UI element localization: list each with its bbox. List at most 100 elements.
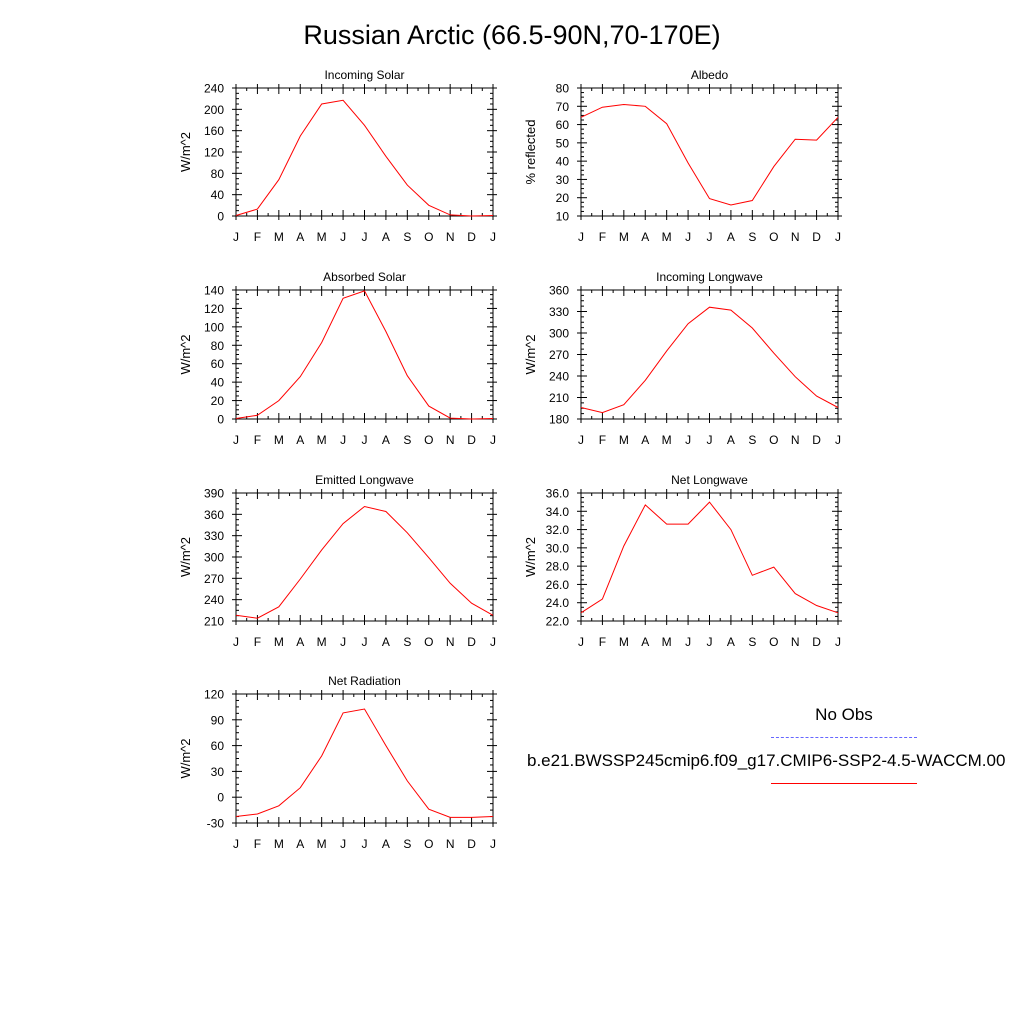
y-tick-label: 20 <box>211 394 225 408</box>
x-tick-label: J <box>685 230 691 244</box>
x-tick-label: A <box>296 230 304 244</box>
x-tick-label: J <box>233 837 239 851</box>
x-tick-label: N <box>791 230 800 244</box>
y-tick-label: 140 <box>204 284 224 298</box>
x-tick-label: D <box>467 433 476 447</box>
x-tick-label: M <box>274 635 284 649</box>
y-tick-label: 390 <box>204 487 224 501</box>
chart-title: Net Longwave <box>671 473 748 487</box>
x-tick-label: N <box>791 635 800 649</box>
x-tick-label: J <box>578 433 584 447</box>
x-tick-label: F <box>599 230 606 244</box>
x-tick-label: M <box>317 837 327 851</box>
x-tick-label: D <box>812 433 821 447</box>
x-tick-label: J <box>835 230 841 244</box>
x-tick-label: D <box>812 635 821 649</box>
x-tick-label: J <box>707 230 713 244</box>
plot-frame <box>235 492 494 622</box>
x-tick-label: A <box>296 837 304 851</box>
x-tick-label: J <box>340 230 346 244</box>
x-tick-label: O <box>424 433 433 447</box>
legend-model-label: b.e21.BWSSP245cmip6.f09_g17.CMIP6-SSP2-4… <box>527 751 1006 770</box>
y-tick-label: 210 <box>204 615 224 629</box>
y-axis-label: W/m^2 <box>178 738 193 778</box>
y-tick-label: 90 <box>211 713 225 727</box>
x-tick-label: S <box>748 635 756 649</box>
x-tick-label: M <box>662 230 672 244</box>
x-tick-label: S <box>403 635 411 649</box>
y-tick-label: 300 <box>204 551 224 565</box>
x-tick-label: M <box>619 635 629 649</box>
y-tick-label: 210 <box>549 391 569 405</box>
y-tick-label: -30 <box>207 817 225 831</box>
x-tick-label: O <box>769 635 778 649</box>
y-tick-label: 330 <box>204 529 224 543</box>
y-tick-label: 40 <box>211 188 225 202</box>
x-tick-label: O <box>769 433 778 447</box>
x-tick-label: S <box>403 230 411 244</box>
y-tick-label: 80 <box>556 82 570 96</box>
x-tick-label: O <box>424 837 433 851</box>
x-tick-label: M <box>274 837 284 851</box>
legend-model-line <box>771 783 917 784</box>
x-tick-label: J <box>340 837 346 851</box>
y-tick-label: 40 <box>211 376 225 390</box>
y-tick-label: 28.0 <box>546 560 570 574</box>
x-tick-label: M <box>274 433 284 447</box>
y-tick-label: 30.0 <box>546 541 570 555</box>
x-tick-label: J <box>835 635 841 649</box>
x-tick-label: A <box>727 635 735 649</box>
x-tick-label: S <box>748 230 756 244</box>
y-tick-label: 36.0 <box>546 487 570 501</box>
x-tick-label: A <box>727 230 735 244</box>
x-tick-label: J <box>578 230 584 244</box>
x-tick-label: F <box>599 635 606 649</box>
plot-frame <box>235 289 494 420</box>
chart-title: Absorbed Solar <box>323 270 406 284</box>
x-tick-label: F <box>254 230 261 244</box>
chart-title: Incoming Solar <box>324 68 404 82</box>
y-tick-label: 80 <box>211 167 225 181</box>
x-tick-label: O <box>424 230 433 244</box>
x-tick-label: J <box>685 635 691 649</box>
x-tick-label: N <box>446 837 455 851</box>
x-tick-label: S <box>403 837 411 851</box>
y-tick-label: 200 <box>204 103 224 117</box>
y-tick-label: 34.0 <box>546 505 570 519</box>
x-tick-label: O <box>769 230 778 244</box>
series-line <box>580 103 839 206</box>
plot-frame <box>580 87 839 217</box>
y-tick-label: 360 <box>549 284 569 298</box>
x-tick-label: N <box>446 433 455 447</box>
y-tick-label: 0 <box>217 413 224 427</box>
y-tick-label: 270 <box>549 348 569 362</box>
y-tick-label: 10 <box>556 210 570 224</box>
x-tick-label: S <box>748 433 756 447</box>
y-tick-label: 360 <box>204 508 224 522</box>
x-tick-label: J <box>233 433 239 447</box>
x-tick-label: A <box>727 433 735 447</box>
x-tick-label: J <box>490 837 496 851</box>
y-tick-label: 32.0 <box>546 523 570 537</box>
x-tick-label: A <box>382 635 390 649</box>
series-line <box>235 708 494 818</box>
x-tick-label: M <box>662 635 672 649</box>
y-tick-label: 240 <box>549 370 569 384</box>
y-tick-label: 40 <box>556 155 570 169</box>
y-tick-label: 60 <box>211 739 225 753</box>
x-tick-label: J <box>835 433 841 447</box>
series-line <box>235 290 494 420</box>
x-tick-label: F <box>599 433 606 447</box>
y-tick-label: 240 <box>204 82 224 96</box>
x-tick-label: A <box>382 230 390 244</box>
page-title: Russian Arctic (66.5-90N,70-170E) <box>303 20 721 50</box>
x-tick-label: J <box>707 635 713 649</box>
y-tick-label: 60 <box>211 357 225 371</box>
x-tick-label: J <box>233 230 239 244</box>
